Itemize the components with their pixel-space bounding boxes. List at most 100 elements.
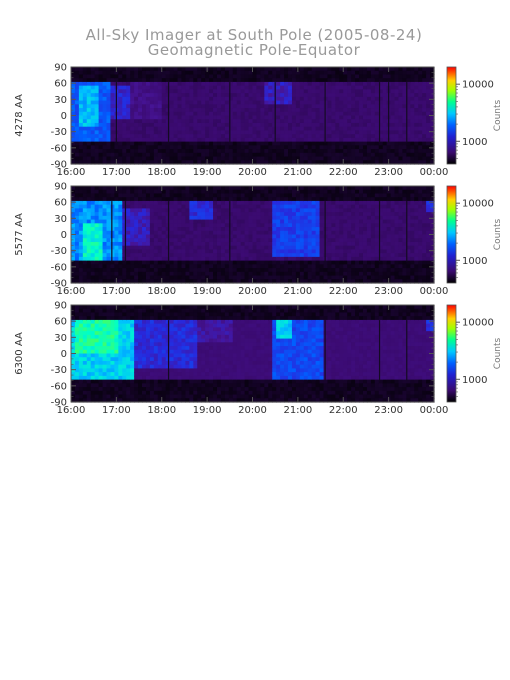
heatmap-cell: [331, 152, 336, 158]
heatmap-cell: [402, 111, 407, 117]
heatmap-cell: [374, 253, 380, 258]
heatmap-cell: [311, 223, 317, 228]
heatmap-cell: [189, 193, 194, 198]
heatmap-cell: [209, 223, 214, 228]
heatmap-cell: [284, 81, 289, 87]
heatmap-cell: [366, 268, 372, 273]
heatmap-cell: [256, 238, 261, 243]
heatmap-cell: [236, 145, 242, 150]
heatmap-cell: [94, 81, 100, 87]
heatmap-cell: [351, 93, 356, 98]
heatmap-cell: [74, 241, 80, 247]
heatmap-cell: [272, 230, 277, 236]
heatmap-cell: [236, 141, 242, 146]
heatmap-cell: [86, 100, 92, 105]
heatmap-cell: [122, 115, 127, 120]
heatmap-cell: [362, 234, 368, 239]
heatmap-cell: [410, 223, 415, 228]
heatmap-cell: [134, 241, 139, 247]
heatmap-cell: [398, 227, 404, 232]
heatmap-cell: [284, 141, 289, 146]
heatmap-cell: [370, 70, 376, 76]
heatmap-cell: [272, 219, 277, 224]
heatmap-cell: [288, 256, 293, 262]
heatmap-cell: [430, 219, 435, 224]
heatmap-cell: [414, 134, 419, 139]
heatmap-cell: [209, 152, 214, 158]
heatmap-cell: [130, 212, 135, 217]
heatmap-cell: [390, 189, 396, 195]
heatmap-cell: [295, 93, 301, 98]
heatmap-cell: [149, 134, 155, 139]
heatmap-cell: [351, 81, 356, 87]
heatmap-cell: [122, 130, 127, 135]
heatmap-cell: [193, 70, 198, 76]
heatmap-cell: [142, 115, 147, 120]
heatmap-cell: [205, 78, 210, 83]
heatmap-cell: [366, 152, 372, 158]
heatmap-cell: [197, 81, 202, 87]
heatmap-cell: [406, 141, 411, 146]
heatmap-cell: [339, 78, 344, 83]
heatmap-cell: [331, 130, 336, 135]
heatmap-cell: [216, 256, 222, 262]
heatmap-cell: [327, 145, 333, 150]
heatmap-cell: [82, 152, 88, 158]
heatmap-cell: [240, 67, 246, 72]
heatmap-cell: [303, 111, 309, 117]
heatmap-cell: [240, 223, 246, 228]
heatmap-cell: [157, 234, 163, 239]
heatmap-cell: [228, 227, 234, 232]
heatmap-cell: [201, 241, 206, 247]
heatmap-cell: [138, 253, 143, 258]
heatmap-cell: [362, 215, 368, 221]
heatmap-cell: [264, 67, 269, 72]
heatmap-cell: [216, 215, 222, 221]
heatmap-cell: [82, 204, 88, 209]
heatmap-cell: [157, 78, 163, 83]
heatmap-cell: [402, 119, 407, 124]
heatmap-cell: [351, 119, 356, 124]
heatmap-cell: [374, 126, 380, 132]
heatmap-cell: [327, 260, 333, 265]
heatmap-cell: [240, 74, 246, 79]
heatmap-cell: [291, 104, 297, 109]
x-tick-label: 18:00: [147, 286, 176, 297]
heatmap-cell: [382, 119, 388, 124]
heatmap-cell: [339, 212, 344, 217]
heatmap-cell: [315, 260, 321, 265]
heatmap-cell: [319, 115, 325, 120]
heatmap-cell: [248, 119, 254, 124]
heatmap-cell: [418, 241, 423, 247]
heatmap-cell: [299, 253, 305, 258]
heatmap-cell: [284, 200, 289, 206]
heatmap-cell: [339, 74, 344, 79]
heatmap-cell: [173, 186, 179, 191]
heatmap-cell: [410, 149, 415, 154]
heatmap-cell: [149, 279, 155, 284]
heatmap-cell: [256, 149, 261, 154]
heatmap-cell: [74, 104, 80, 109]
heatmap-cell: [319, 212, 325, 217]
heatmap-cell: [122, 249, 127, 254]
heatmap-cell: [398, 89, 404, 94]
heatmap-cell: [303, 241, 309, 247]
heatmap-cell: [102, 212, 108, 217]
heatmap-cell: [78, 219, 84, 224]
heatmap-cell: [288, 122, 293, 128]
heatmap-cell: [418, 149, 423, 154]
heatmap-cell: [347, 268, 352, 273]
heatmap-cell: [74, 152, 80, 158]
heatmap-cell: [303, 126, 309, 132]
heatmap-cell: [134, 126, 139, 132]
heatmap-cell: [370, 111, 376, 117]
heatmap-cell: [410, 193, 415, 198]
heatmap-cell: [74, 100, 80, 105]
heatmap-cell: [264, 260, 269, 265]
heatmap-cell: [197, 100, 202, 105]
heatmap-cell: [197, 137, 202, 143]
heatmap-cell: [153, 85, 159, 90]
heatmap-cell: [339, 245, 344, 251]
heatmap-cell: [422, 200, 427, 206]
heatmap-cell: [394, 238, 400, 243]
